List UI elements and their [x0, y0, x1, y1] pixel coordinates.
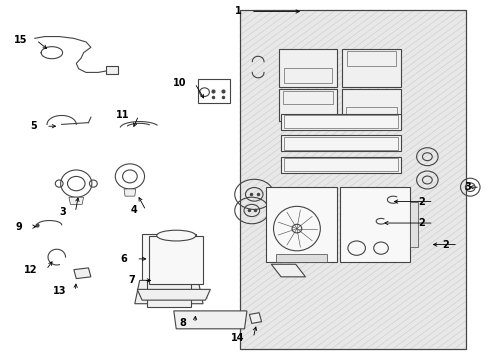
Bar	[281, 157, 400, 173]
Polygon shape	[271, 264, 305, 277]
Bar	[283, 137, 397, 149]
Polygon shape	[137, 289, 210, 300]
Polygon shape	[276, 253, 327, 262]
Text: 6: 6	[121, 254, 127, 264]
Bar	[147, 280, 190, 307]
Bar	[339, 187, 409, 262]
Polygon shape	[69, 197, 83, 204]
Text: 4: 4	[130, 206, 137, 216]
Bar	[239, 10, 466, 348]
Bar	[341, 49, 400, 87]
Bar	[239, 10, 466, 348]
Polygon shape	[409, 202, 417, 247]
Bar	[283, 116, 397, 128]
Text: 11: 11	[116, 111, 130, 121]
Text: 10: 10	[172, 78, 185, 88]
Text: 2: 2	[417, 218, 424, 228]
Bar	[341, 89, 400, 121]
Text: 2: 2	[417, 197, 424, 207]
Bar	[198, 78, 229, 103]
Text: 15: 15	[14, 35, 27, 45]
Polygon shape	[124, 189, 136, 196]
Text: 2: 2	[442, 239, 448, 249]
Bar	[105, 66, 118, 74]
Text: 1: 1	[235, 6, 242, 17]
Bar	[266, 187, 336, 262]
Text: 5: 5	[30, 121, 37, 131]
Bar	[282, 91, 332, 104]
Bar	[278, 49, 336, 87]
Text: 3: 3	[464, 182, 470, 192]
Polygon shape	[249, 313, 261, 323]
Text: 14: 14	[230, 333, 244, 343]
Bar	[281, 114, 400, 130]
Bar	[149, 235, 203, 284]
Bar	[346, 51, 395, 66]
Text: 3: 3	[60, 207, 66, 217]
Bar	[278, 89, 336, 121]
Ellipse shape	[164, 253, 173, 261]
Text: 7: 7	[128, 275, 135, 285]
Bar	[283, 158, 397, 171]
Bar	[142, 234, 195, 280]
Polygon shape	[135, 280, 203, 304]
Bar	[281, 135, 400, 151]
Text: 9: 9	[16, 222, 22, 231]
Text: 8: 8	[179, 319, 185, 328]
Text: 13: 13	[53, 286, 66, 296]
Polygon shape	[173, 311, 246, 329]
Ellipse shape	[157, 230, 195, 241]
Text: 12: 12	[24, 265, 37, 275]
Bar	[283, 68, 331, 83]
Bar	[345, 107, 396, 119]
Polygon shape	[74, 268, 91, 279]
